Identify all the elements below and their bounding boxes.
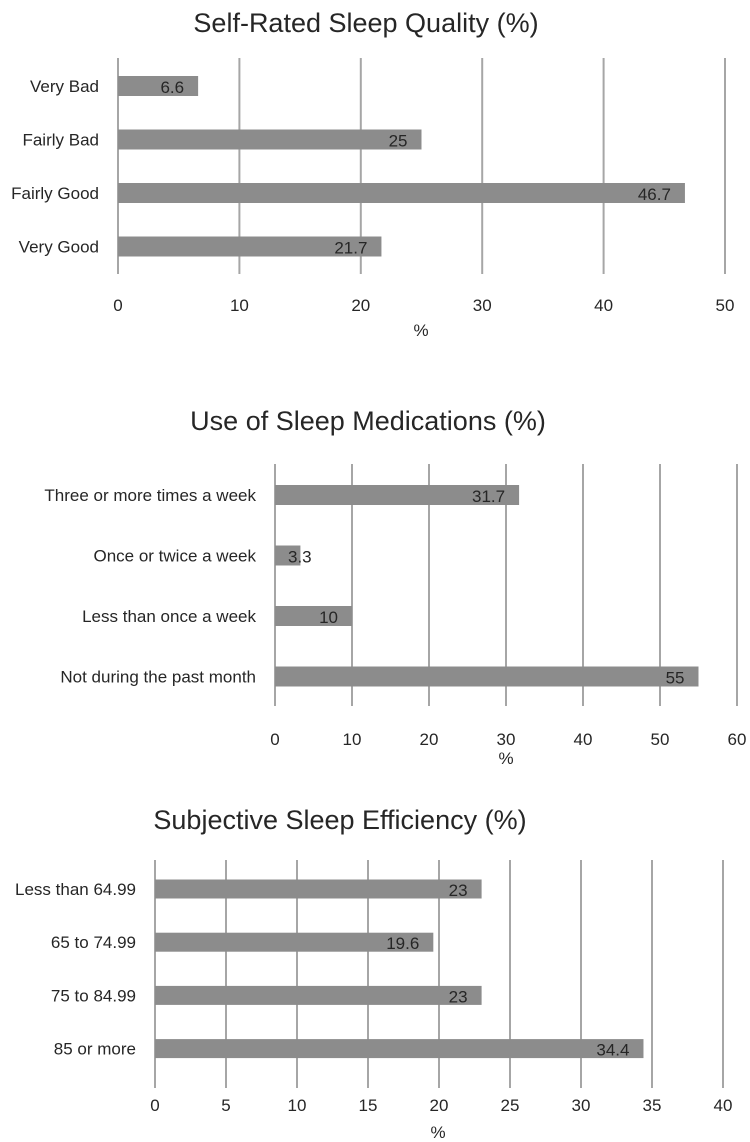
x-axis-label: % (498, 749, 513, 768)
data-label: 6.6 (160, 78, 184, 97)
x-tick-label: 0 (150, 1096, 159, 1115)
data-label: 19.6 (386, 934, 419, 953)
category-label: Less than once a week (82, 607, 256, 626)
x-tick-label: 15 (359, 1096, 378, 1115)
x-tick-label: 30 (473, 296, 492, 315)
x-tick-label: 10 (343, 730, 362, 749)
category-label: Less than 64.99 (15, 880, 136, 899)
category-label: Not during the past month (60, 668, 256, 687)
data-label: 31.7 (472, 487, 505, 506)
category-label: Very Bad (30, 77, 99, 96)
sleep-medications-chart: Use of Sleep Medications (%) 0 10 20 30 40 50 6… (44, 406, 746, 768)
x-axis-label: % (413, 321, 428, 340)
data-label: 23 (449, 881, 468, 900)
bar (118, 76, 199, 96)
x-tick-label: 40 (574, 730, 593, 749)
bar (155, 932, 434, 952)
x-tick-label: 10 (230, 296, 249, 315)
x-tick-label: 50 (716, 296, 735, 315)
data-label: 55 (666, 669, 685, 688)
x-tick-label: 20 (351, 296, 370, 315)
x-tick-label: 20 (420, 730, 439, 749)
bar (155, 879, 482, 899)
x-tick-label: 25 (501, 1096, 520, 1115)
data-label: 46.7 (638, 185, 671, 204)
x-axis-label: % (430, 1123, 445, 1142)
bar (118, 236, 382, 257)
category-label: Three or more times a week (44, 486, 256, 505)
bar (155, 1039, 644, 1059)
bar (118, 183, 685, 203)
data-label: 34.4 (596, 1041, 629, 1060)
data-label: 21.7 (334, 239, 367, 258)
category-label: 75 to 84.99 (51, 986, 136, 1005)
bar (275, 545, 301, 566)
sleep-efficiency-chart: Subjective Sleep Efficiency (%) 0 5 10 15 20 2… (15, 805, 732, 1142)
sleep-quality-chart: Self-Rated Sleep Quality (%) 0 10 20 30 40 50 V… (11, 8, 734, 340)
data-label: 10 (319, 608, 338, 627)
bar (275, 606, 352, 626)
x-tick-label: 35 (643, 1096, 662, 1115)
chart-title: Use of Sleep Medications (%) (190, 406, 546, 436)
x-tick-label: 60 (728, 730, 747, 749)
data-label: 3.3 (288, 548, 312, 567)
category-label: Once or twice a week (93, 547, 256, 566)
bar (275, 485, 520, 505)
bar (275, 666, 699, 687)
bar (155, 985, 482, 1005)
x-tick-label: 40 (714, 1096, 733, 1115)
x-tick-label: 5 (221, 1096, 230, 1115)
data-label: 23 (449, 987, 468, 1006)
x-tick-label: 50 (651, 730, 670, 749)
bar (118, 129, 422, 150)
category-label: 65 to 74.99 (51, 933, 136, 952)
category-label: 85 or more (54, 1040, 136, 1059)
x-tick-label: 10 (288, 1096, 307, 1115)
x-tick-label: 40 (594, 296, 613, 315)
x-tick-label: 30 (572, 1096, 591, 1115)
x-tick-label: 0 (270, 730, 279, 749)
category-label: Fairly Bad (22, 131, 99, 150)
chart-title: Subjective Sleep Efficiency (%) (153, 805, 526, 835)
chart-title: Self-Rated Sleep Quality (%) (193, 8, 538, 38)
x-tick-label: 30 (497, 730, 516, 749)
x-tick-label: 0 (113, 296, 122, 315)
category-label: Very Good (19, 238, 99, 257)
category-label: Fairly Good (11, 184, 99, 203)
x-tick-label: 20 (430, 1096, 449, 1115)
data-label: 25 (389, 132, 408, 151)
